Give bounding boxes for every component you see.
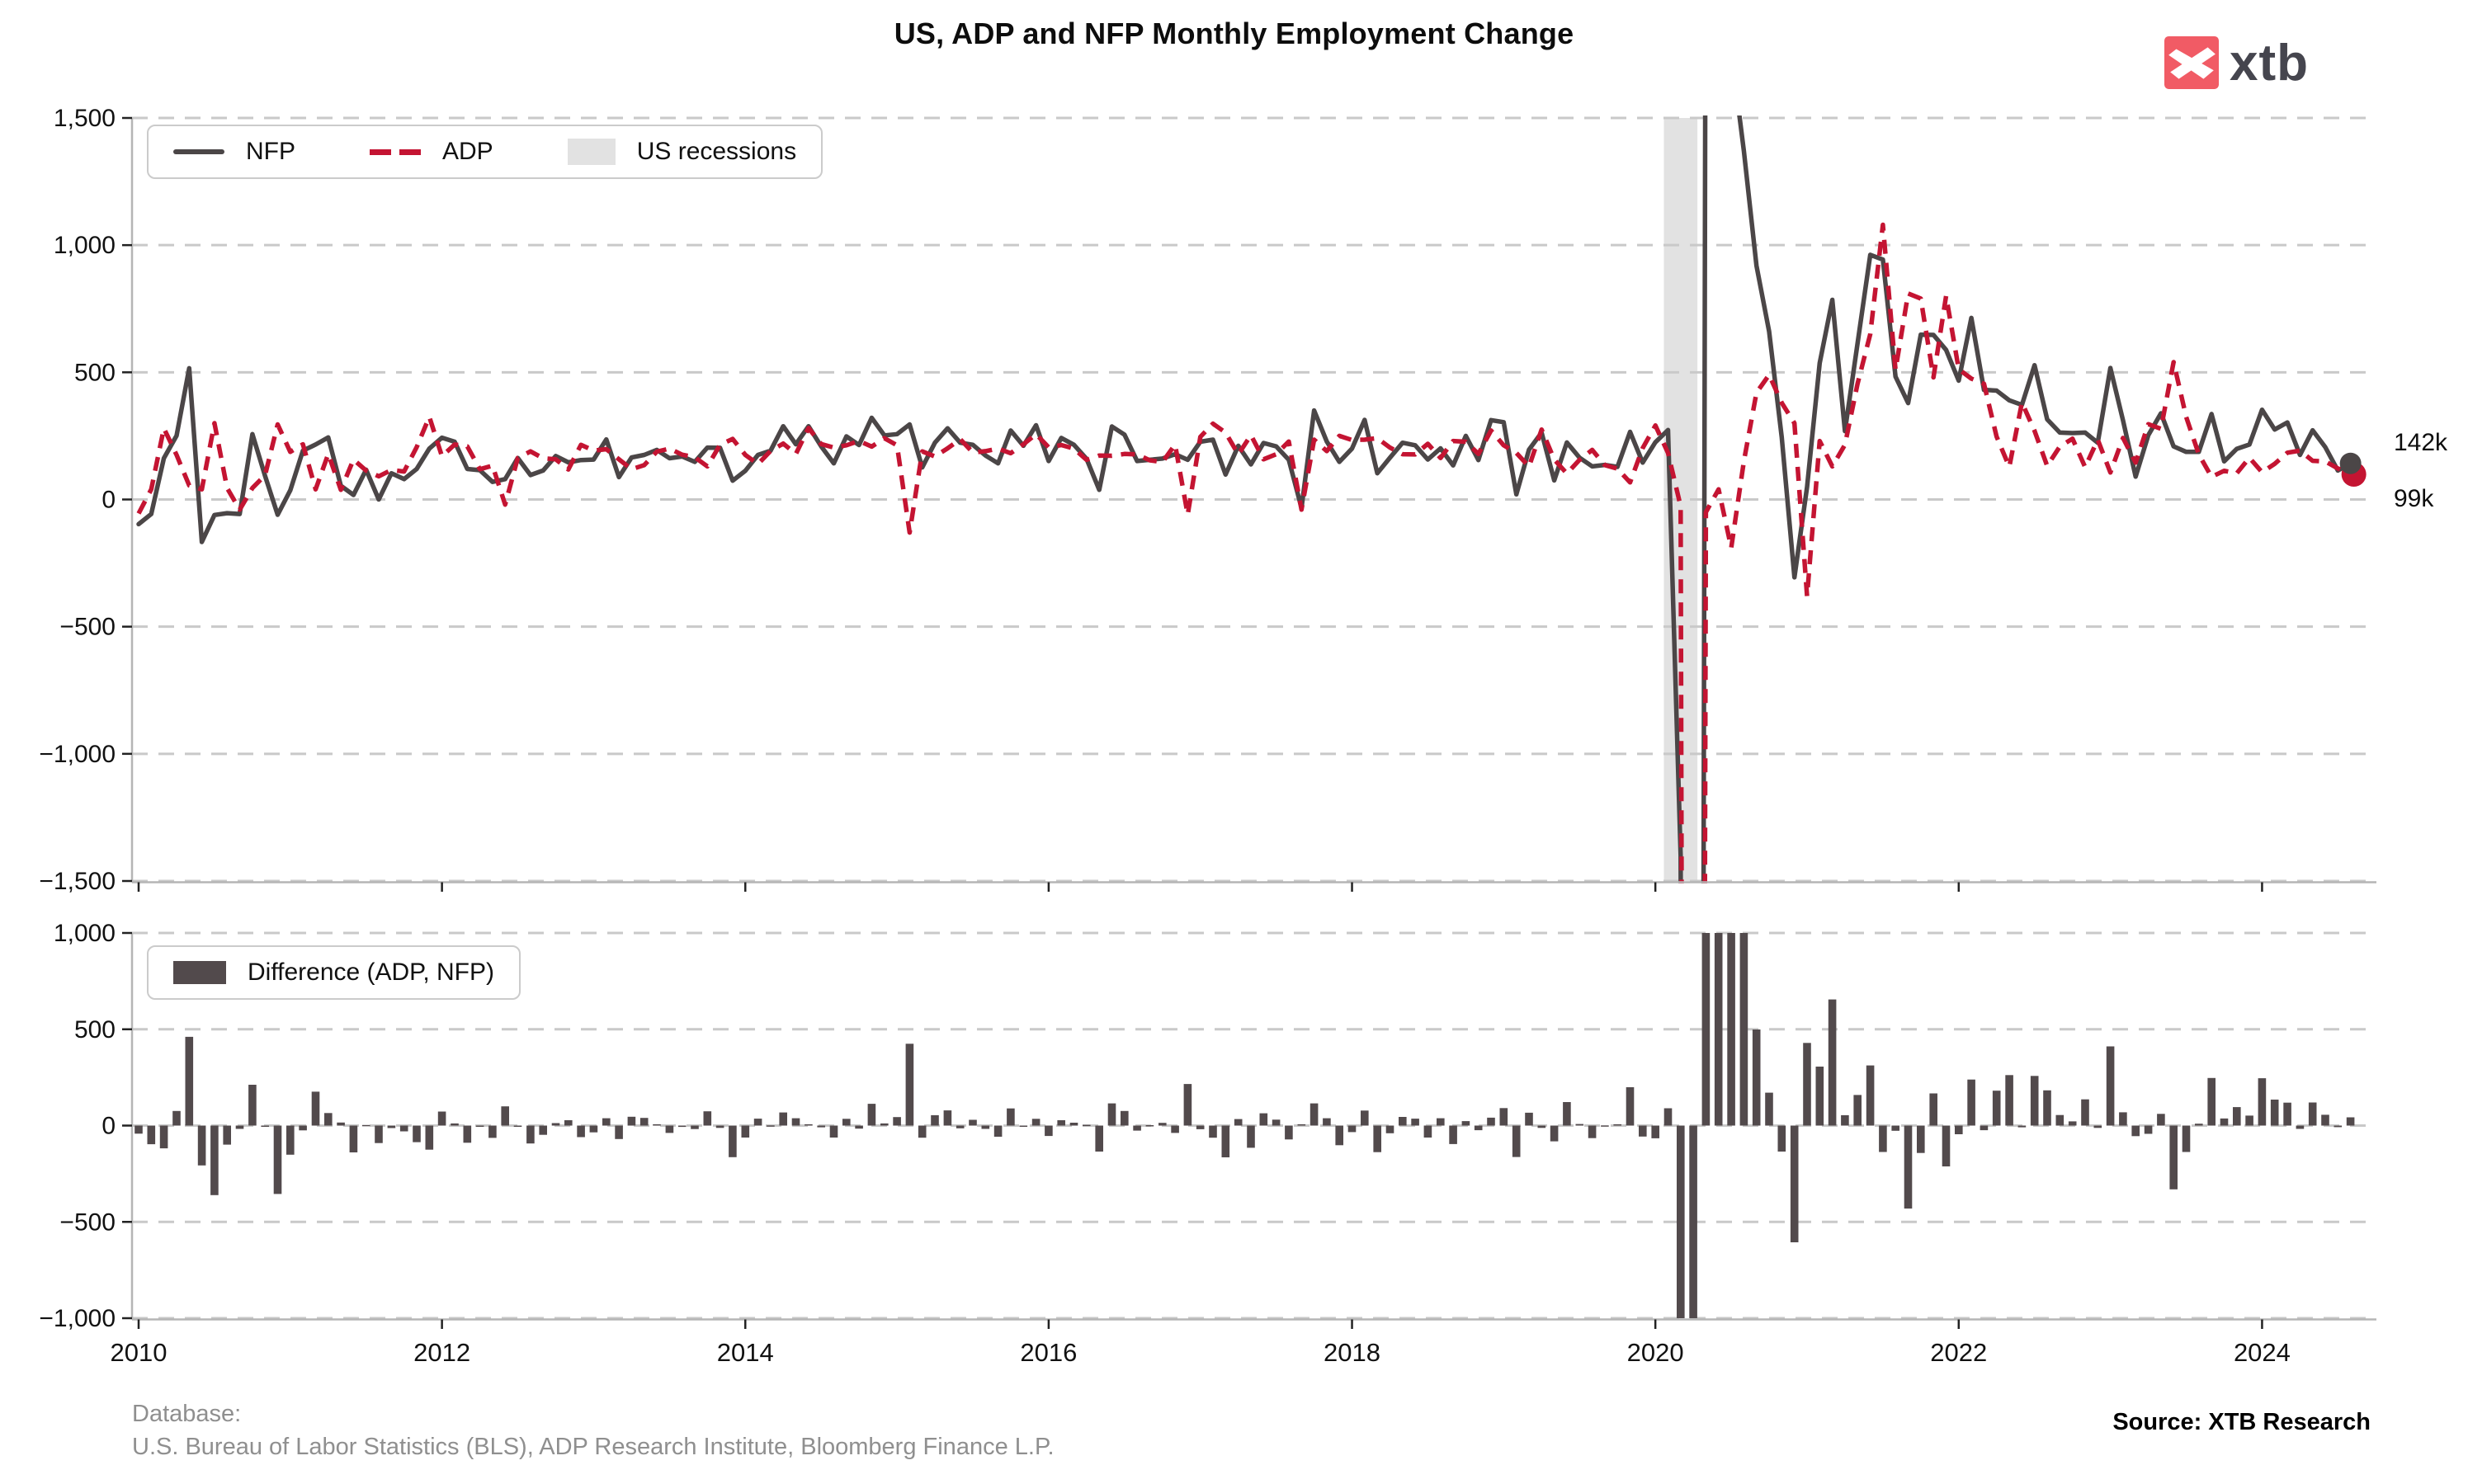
svg-text:2012: 2012	[413, 1338, 470, 1367]
recession-swatch	[567, 139, 616, 165]
database-label: Database:	[132, 1401, 242, 1427]
svg-text:−1,500: −1,500	[39, 868, 116, 895]
svg-text:1,000: 1,000	[54, 232, 116, 259]
database-note: Database: U.S. Bureau of Labor Statistic…	[132, 1397, 1055, 1463]
legend-bottom: Difference (ADP, NFP)	[147, 945, 521, 1000]
source-note: Source: XTB Research	[2112, 1409, 2371, 1435]
svg-text:2018: 2018	[1324, 1338, 1380, 1367]
svg-text:0: 0	[101, 487, 116, 514]
chart-title: US, ADP and NFP Monthly Employment Chang…	[894, 16, 1574, 50]
svg-text:0: 0	[101, 1113, 116, 1140]
adp-line	[136, 222, 2352, 883]
svg-text:500: 500	[74, 1016, 116, 1044]
nfp-line	[136, 115, 2353, 883]
svg-text:−1,000: −1,000	[39, 741, 116, 768]
y-ticks	[122, 116, 132, 1320]
svg-text:2022: 2022	[1930, 1338, 1987, 1367]
svg-text:−500: −500	[59, 1208, 116, 1236]
svg-text:2010: 2010	[111, 1338, 168, 1367]
svg-text:−500: −500	[59, 614, 116, 641]
x-ticks	[137, 882, 2263, 1329]
svg-text:1,000: 1,000	[54, 920, 116, 947]
xtb-bird-icon	[2164, 36, 2219, 89]
svg-text:500: 500	[74, 359, 116, 386]
legend-recession-label: US recessions	[636, 138, 797, 165]
adp-last-value-label: 99k	[2394, 485, 2434, 512]
legend-difference-label: Difference (ADP, NFP)	[248, 959, 494, 986]
top-lines	[136, 115, 2353, 883]
top-gridlines	[132, 116, 2376, 883]
x-tick-labels: 2010 2012 2014 2016 2018 2020 2022 2024	[111, 1338, 2291, 1367]
nfp-line-swatch	[173, 149, 224, 154]
adp-line-swatch	[370, 148, 421, 155]
xtb-logo: xtb	[2164, 36, 2309, 91]
nfp-last-value-label: 142k	[2394, 429, 2448, 456]
database-sources: U.S. Bureau of Labor Statistics (BLS), A…	[132, 1434, 1055, 1460]
svg-text:1,500: 1,500	[54, 105, 116, 132]
y-tick-labels: 1,500 1,000 500 0 −500 −1,000 −1,500 1,000 500 0 −…	[39, 105, 116, 1332]
svg-text:2020: 2020	[1627, 1338, 1684, 1367]
legend-top: NFP ADP US recessions	[147, 125, 823, 179]
xtb-logo-text: xtb	[2230, 35, 2309, 92]
svg-text:2016: 2016	[1020, 1338, 1077, 1367]
legend-nfp-label: NFP	[246, 138, 295, 165]
svg-text:2024: 2024	[2234, 1338, 2291, 1367]
nfp-last-dot	[2339, 452, 2362, 474]
svg-text:−1,000: −1,000	[39, 1305, 116, 1332]
difference-bars	[134, 933, 2355, 1318]
legend-adp-label: ADP	[442, 138, 493, 165]
difference-bar-swatch	[173, 961, 226, 984]
svg-text:2014: 2014	[717, 1338, 774, 1367]
